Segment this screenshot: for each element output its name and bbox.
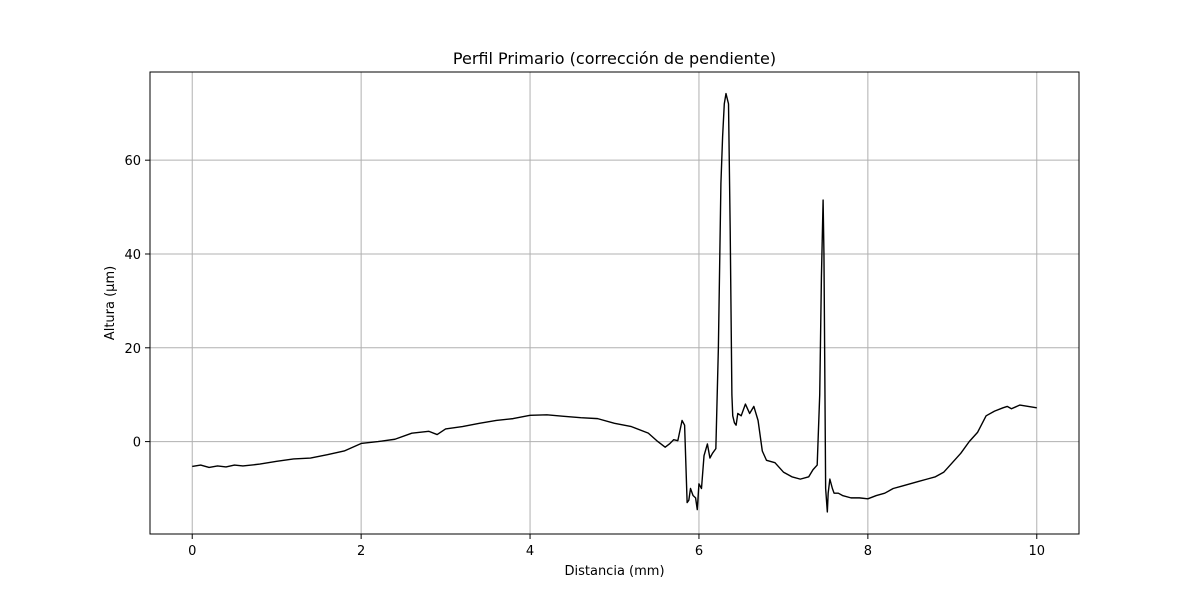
x-axis-ticks: 0 2 4 6 8 10 [188, 534, 1045, 559]
series-layer [192, 92, 1037, 513]
profile-line [192, 92, 1037, 513]
x-axis-label: Distancia (mm) [564, 564, 664, 579]
x-tick-label: 2 [357, 544, 365, 559]
y-tick-label: 0 [133, 436, 141, 451]
y-axis-ticks: 0 20 40 60 [124, 154, 150, 451]
y-tick-label: 40 [124, 248, 141, 263]
y-axis-label: Altura (µm) [103, 266, 118, 340]
y-tick-label: 20 [124, 342, 141, 357]
x-tick-label: 0 [188, 544, 196, 559]
x-tick-label: 10 [1028, 544, 1045, 559]
x-tick-label: 4 [526, 544, 534, 559]
grid [150, 72, 1079, 534]
y-tick-label: 60 [124, 154, 141, 169]
x-tick-label: 6 [695, 544, 703, 559]
x-tick-label: 8 [864, 544, 872, 559]
plot-frame [149, 71, 1080, 535]
chart-title: Perfil Primario (corrección de pendiente… [453, 49, 776, 68]
